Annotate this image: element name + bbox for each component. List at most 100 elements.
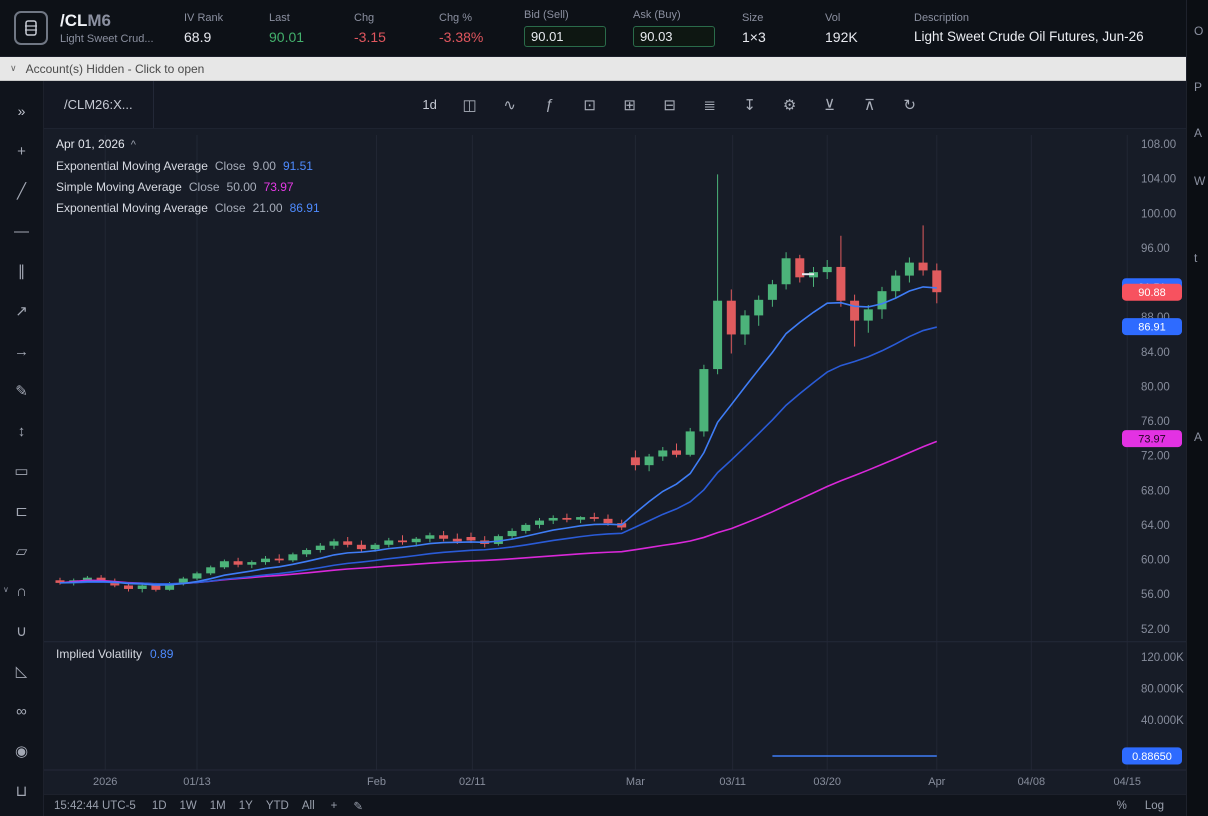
rail-expand-button[interactable]: »: [0, 91, 43, 131]
measure-tool[interactable]: ◺: [0, 651, 43, 691]
ray-icon: →: [14, 342, 29, 360]
range-1w[interactable]: 1W: [179, 799, 197, 812]
bid-input[interactable]: [524, 26, 606, 47]
edit-pencil-icon[interactable]: ✎: [353, 800, 363, 813]
svg-text:04/08: 04/08: [1018, 776, 1046, 788]
svg-text:86.91: 86.91: [1138, 322, 1166, 334]
refresh-icon[interactable]: ↻: [903, 96, 916, 114]
range-1y[interactable]: 1Y: [238, 799, 253, 812]
svg-text:Apr: Apr: [928, 776, 945, 788]
percent-scale-button[interactable]: %: [1116, 799, 1127, 812]
symbol-block[interactable]: /CLM6 Light Sweet Crud...: [60, 11, 172, 45]
templates-folder-icon[interactable]: ⊟: [663, 96, 676, 114]
svg-text:52.00: 52.00: [1141, 624, 1170, 636]
horizontal-line-tool[interactable]: ―: [0, 211, 43, 251]
ask-input[interactable]: [633, 26, 715, 47]
range-all[interactable]: All: [301, 799, 315, 812]
trendline-tool[interactable]: ╱: [0, 171, 43, 211]
callout-icon: ▱: [15, 543, 28, 560]
snapshot-icon[interactable]: ⊡: [583, 96, 596, 114]
strip-letter: P: [1194, 80, 1203, 94]
field-ask: Ask (Buy): [633, 9, 730, 47]
visibility-toggle[interactable]: ◉: [0, 731, 43, 771]
layers-icon[interactable]: ≣: [703, 96, 716, 114]
brush-tool[interactable]: ✎: [0, 371, 43, 411]
indicators-function-icon[interactable]: ƒ: [545, 96, 554, 113]
parallel-channel-icon: ∥: [17, 263, 26, 280]
strip-letter: O: [1194, 24, 1204, 38]
ray-tool[interactable]: →: [0, 331, 43, 371]
svg-text:80.00: 80.00: [1141, 381, 1170, 393]
price-chart[interactable]: 2026 01/13 Feb 02/11 Mar 03/11 03/20 Apr 04/08 04…: [44, 129, 1186, 794]
strip-letter: W: [1194, 174, 1206, 188]
delete-drawings-button[interactable]: ⊔: [0, 771, 43, 811]
log-scale-button[interactable]: Log: [1144, 799, 1164, 812]
svg-text:03/20: 03/20: [813, 776, 841, 788]
barrel-icon: [25, 20, 37, 36]
download-icon[interactable]: ↧: [743, 96, 756, 114]
arrow-tool[interactable]: ↗: [0, 291, 43, 331]
field-size: Size 1×3: [742, 11, 766, 45]
interval-button[interactable]: 1d: [422, 97, 437, 112]
svg-text:73.97: 73.97: [1138, 434, 1166, 446]
chart-toolbar-icons: 1d ◫ ∿ ƒ ⊡ ⊞ ⊟ ≣ ↧ ⚙ ⊻ ⊼ ↻: [410, 96, 930, 114]
vertical-line-tool[interactable]: ↕: [0, 411, 43, 451]
link-tool[interactable]: ∞: [0, 691, 43, 731]
field-vol: Vol 192K: [825, 11, 858, 45]
horizontal-line-icon: ―: [14, 222, 29, 240]
compare-layout-icon[interactable]: ⊞: [623, 96, 636, 114]
svg-text:04/15: 04/15: [1113, 776, 1141, 788]
svg-text:60.00: 60.00: [1141, 555, 1170, 567]
svg-text:2026: 2026: [93, 776, 117, 788]
add-range-icon[interactable]: +: [330, 799, 338, 812]
save-layout-icon[interactable]: ⊼: [864, 96, 876, 114]
svg-text:76.00: 76.00: [1141, 416, 1170, 428]
crosshair-tool[interactable]: +: [0, 131, 43, 171]
chevron-down-icon[interactable]: ∨: [3, 585, 9, 594]
open-layout-icon[interactable]: ⊻: [824, 96, 836, 114]
symbol-name: /CLM6: [60, 11, 112, 30]
svg-text:80.000K: 80.000K: [1141, 683, 1184, 695]
price-label-icon: ⊏: [15, 503, 28, 520]
settings-gear-icon[interactable]: ⚙: [782, 96, 797, 114]
trendline-icon: ╱: [16, 183, 27, 200]
svg-text:56.00: 56.00: [1141, 589, 1170, 601]
svg-text:104.00: 104.00: [1141, 174, 1176, 186]
crosshair-icon: +: [17, 142, 26, 160]
range-1m[interactable]: 1M: [209, 799, 226, 812]
expand-icon: »: [17, 103, 26, 119]
collapsed-right-panel[interactable]: O P A W t A: [1186, 0, 1208, 816]
range-1d[interactable]: 1D: [151, 799, 167, 812]
magnet-icon: ∪: [16, 623, 27, 640]
range-selector: 1D 1W 1M 1Y YTD All: [152, 800, 315, 812]
strip-letter: A: [1194, 126, 1203, 140]
chart-type-candles-icon[interactable]: ◫: [462, 96, 477, 114]
scale-controls: % Log: [1117, 800, 1164, 812]
svg-text:108.00: 108.00: [1141, 139, 1176, 151]
magnet-tool[interactable]: ∪: [0, 611, 43, 651]
eye-icon: ◉: [14, 743, 29, 760]
drawing-tools-rail: » + ╱ ― ∥ ↗ → ✎ ↕ ▭ ⊏ ▱ ∨ ∩ ∪ ◺ ∞ ◉: [0, 81, 44, 816]
accounts-collapsed-bar[interactable]: ∨ Account(s) Hidden - Click to open: [0, 57, 1186, 81]
svg-text:64.00: 64.00: [1141, 520, 1170, 532]
link-icon: ∞: [16, 702, 27, 720]
line-chart-icon[interactable]: ∿: [503, 96, 516, 114]
symbol-subtitle: Light Sweet Crud...: [60, 33, 154, 45]
rectangle-tool[interactable]: ▭: [0, 451, 43, 491]
chart-toolbar: /CLM26:X... 1d ◫ ∿ ƒ ⊡ ⊞ ⊟ ≣ ↧ ⚙ ⊻ ⊼: [44, 81, 1186, 129]
svg-text:96.00: 96.00: [1141, 243, 1170, 255]
parallel-channel-tool[interactable]: ∥: [0, 251, 43, 291]
callout-tool[interactable]: ▱: [0, 531, 43, 571]
chart-panel: /CLM26:X... 1d ◫ ∿ ƒ ⊡ ⊞ ⊟ ≣ ↧ ⚙ ⊻ ⊼: [44, 81, 1186, 816]
price-label-tool[interactable]: ⊏: [0, 491, 43, 531]
chart-bottom-bar: 15:42:44 UTC-5 1D 1W 1M 1Y YTD All + ✎ %…: [44, 794, 1186, 816]
curve-tool[interactable]: ∨ ∩: [0, 571, 43, 611]
strip-letter: t: [1194, 251, 1198, 265]
range-ytd[interactable]: YTD: [265, 799, 289, 812]
clock-label: 15:42:44 UTC-5: [54, 799, 136, 812]
field-last: Last 90.01: [269, 11, 305, 45]
trash-icon: ⊔: [15, 783, 28, 800]
instrument-header: /CLM6 Light Sweet Crud... IV Rank 68.9 L…: [0, 0, 1186, 57]
chart-symbol-button[interactable]: /CLM26:X...: [44, 81, 154, 128]
